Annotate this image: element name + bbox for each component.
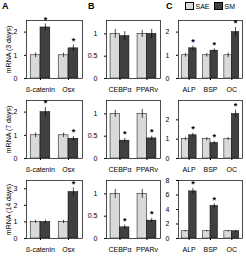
svg-text:CEBPα: CEBPα <box>108 246 131 253</box>
svg-text:CEBPα: CEBPα <box>108 86 132 94</box>
svg-text:2: 2 <box>166 28 170 35</box>
html-text:A: A <box>2 1 9 11</box>
html-text:SM: SM <box>224 2 235 10</box>
svg-text:0: 0 <box>166 75 170 82</box>
svg-text:2: 2 <box>14 28 18 35</box>
svg-text:Osx: Osx <box>62 86 75 94</box>
svg-text:mRNA (3 days): mRNA (3 days) <box>5 26 13 73</box>
svg-text:0: 0 <box>94 75 98 82</box>
svg-text:1: 1 <box>14 218 18 225</box>
svg-text:β-catenin: β-catenin <box>26 86 55 94</box>
svg-text:Osx: Osx <box>62 246 75 253</box>
svg-text:1: 1 <box>94 190 98 197</box>
svg-text:*: * <box>234 101 238 111</box>
html-text:C: C <box>166 1 173 11</box>
svg-text:*: * <box>191 179 195 189</box>
svg-text:0: 0 <box>14 155 18 162</box>
svg-text:*: * <box>72 127 76 137</box>
svg-text:0: 0 <box>166 235 170 242</box>
svg-text:*: * <box>44 15 48 25</box>
svg-text:1: 1 <box>166 52 170 59</box>
svg-text:*: * <box>72 36 76 46</box>
svg-text:0: 0 <box>94 155 98 162</box>
svg-text:2: 2 <box>14 108 18 115</box>
svg-text:6: 6 <box>166 191 170 198</box>
svg-text:β-catenin: β-catenin <box>26 246 55 254</box>
svg-text:1: 1 <box>14 52 18 59</box>
svg-text:BSP: BSP <box>203 246 217 253</box>
svg-text:8: 8 <box>166 177 170 184</box>
svg-text:1: 1 <box>94 110 98 117</box>
svg-text:BSP: BSP <box>203 86 218 94</box>
svg-text:2: 2 <box>166 220 170 227</box>
svg-text:0: 0 <box>14 75 18 82</box>
svg-text:2: 2 <box>166 116 170 123</box>
svg-text:*: * <box>234 18 238 28</box>
svg-text:1: 1 <box>94 30 98 37</box>
svg-text:0: 0 <box>94 235 98 242</box>
svg-text:4: 4 <box>166 206 170 213</box>
svg-text:1: 1 <box>166 135 170 142</box>
svg-text:CEBPα: CEBPα <box>108 166 132 174</box>
svg-text:*: * <box>212 195 216 205</box>
svg-text:β-catenin: β-catenin <box>26 166 55 174</box>
svg-text:OC: OC <box>227 246 238 253</box>
svg-text:OC: OC <box>226 166 238 174</box>
svg-text:*: * <box>44 98 48 108</box>
svg-text:0: 0 <box>166 155 170 162</box>
svg-text:0.5: 0.5 <box>88 132 98 139</box>
svg-text:*: * <box>123 216 127 226</box>
svg-text:3: 3 <box>14 185 18 192</box>
svg-text:PPARγ: PPARγ <box>136 86 158 94</box>
svg-text:*: * <box>191 37 195 47</box>
svg-text:2: 2 <box>14 202 18 209</box>
html-text:B: B <box>88 1 95 11</box>
svg-text:*: * <box>123 129 127 139</box>
svg-text:mRNA (7 days): mRNA (7 days) <box>5 106 13 153</box>
svg-text:OC: OC <box>226 86 238 94</box>
svg-text:0.5: 0.5 <box>88 52 98 59</box>
svg-text:ALP: ALP <box>182 86 196 94</box>
svg-text:ALP: ALP <box>183 246 197 253</box>
svg-text:mRNA (14 days): mRNA (14 days) <box>5 184 13 235</box>
svg-text:*: * <box>191 124 195 134</box>
html-text:SAE: SAE <box>195 2 210 10</box>
svg-text:ALP: ALP <box>182 166 196 174</box>
svg-text:*: * <box>150 127 154 137</box>
svg-text:0: 0 <box>14 235 18 242</box>
svg-text:BSP: BSP <box>203 166 218 174</box>
svg-text:0.5: 0.5 <box>88 212 98 219</box>
svg-text:*: * <box>150 209 154 219</box>
svg-text:PPARγ: PPARγ <box>136 246 159 254</box>
svg-text:Osx: Osx <box>62 166 75 174</box>
svg-text:*: * <box>212 132 216 142</box>
svg-text:*: * <box>212 40 216 50</box>
svg-text:1: 1 <box>14 132 18 139</box>
svg-text:PPARγ: PPARγ <box>136 166 158 174</box>
